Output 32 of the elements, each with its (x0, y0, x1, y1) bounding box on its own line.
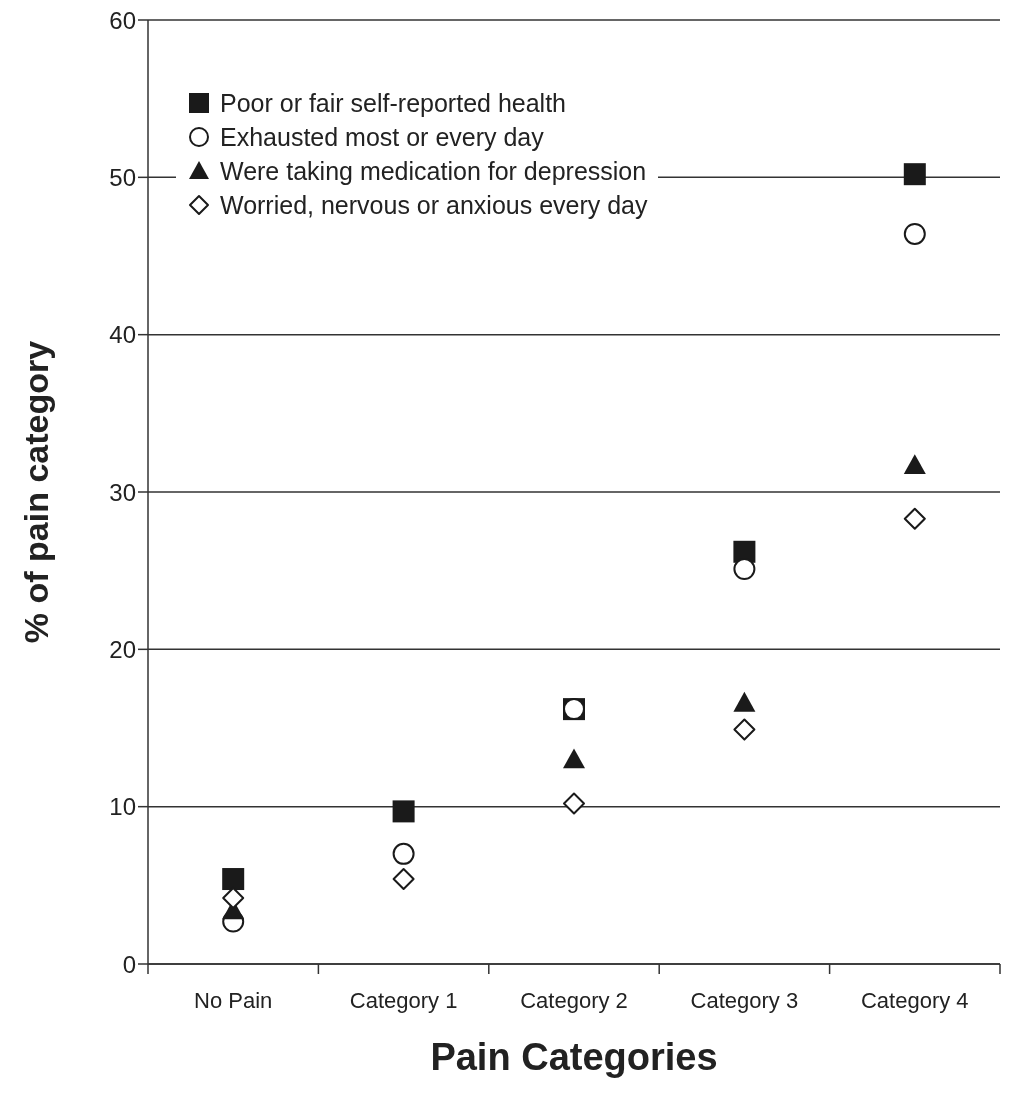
legend-label: Exhausted most or every day (220, 122, 544, 152)
legend-label: Worried, nervous or anxious every day (220, 190, 648, 220)
x-tick-label: Category 2 (520, 988, 628, 1013)
point (392, 868, 415, 891)
y-tick-label: 30 (109, 478, 136, 506)
point (222, 886, 245, 909)
point (903, 222, 926, 245)
x-tick-label: Category 1 (349, 988, 458, 1013)
y-tick-label: 0 (122, 950, 136, 978)
point (563, 748, 585, 769)
x-tick-label: No Pain (194, 988, 273, 1013)
point (903, 454, 926, 475)
point (903, 507, 926, 530)
x-axis-title: Pain Categories (430, 1036, 718, 1078)
y-tick-label: 10 (109, 793, 136, 821)
y-tick-label: 40 (109, 321, 136, 349)
legend-label: Poor or fair self-reported health (220, 88, 567, 118)
x-tick-label: Category 4 (860, 988, 969, 1013)
point (903, 163, 926, 186)
point (392, 800, 415, 823)
point (392, 842, 415, 865)
y-tick-label: 50 (109, 163, 136, 191)
point (563, 792, 585, 815)
legend-label: Were taking medication for depression (220, 156, 647, 186)
y-tick-label: 20 (109, 635, 136, 663)
point (733, 691, 756, 712)
point (222, 868, 245, 891)
y-axis-title: % of pain category (17, 340, 56, 644)
x-tick-label: Category 3 (690, 988, 799, 1013)
point (733, 558, 756, 581)
point (733, 718, 756, 741)
y-tick-label: 60 (109, 6, 136, 34)
